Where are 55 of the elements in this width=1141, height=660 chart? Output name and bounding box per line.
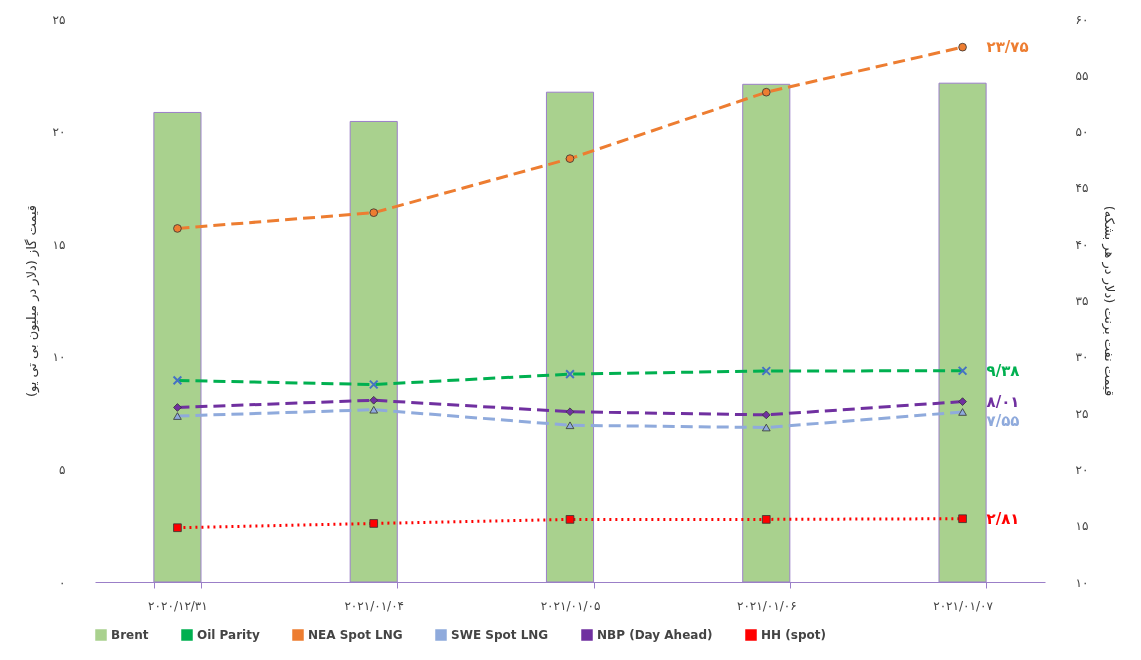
point xyxy=(762,515,771,524)
y-tick-label: ۲۵ xyxy=(52,12,66,27)
legend-label: NBP (Day Ahead) xyxy=(597,628,713,642)
legend-label: Brent xyxy=(111,628,149,642)
y2-tick-label: ۴۰ xyxy=(1075,237,1089,252)
y-tick-label: ۰ xyxy=(59,575,66,590)
legend-label: Oil Parity xyxy=(197,628,260,642)
y2-tick-label: ۶۰ xyxy=(1075,12,1089,27)
x-tick-label: ۲۰۲۱/۰۱/۰۷ xyxy=(933,598,994,613)
point xyxy=(565,515,575,524)
y2-axis-title: قیمت نفت برنت (دلار در هر بشکه) xyxy=(1101,205,1118,397)
point xyxy=(369,519,378,528)
y2-tick-label: ۳۰ xyxy=(1075,350,1089,365)
point xyxy=(762,423,771,432)
y-axis-title: قیمت گاز (دلار در میلیون بی تی یو) xyxy=(23,204,40,398)
point xyxy=(173,412,182,420)
x-tick-label: ۲۰۲۰/۱۲/۳۱ xyxy=(148,598,208,613)
y2-tick-label: ۵۵ xyxy=(1075,68,1089,83)
data-label: ۸/۰۱ xyxy=(986,392,1020,411)
point xyxy=(173,403,182,412)
point xyxy=(369,405,378,414)
point xyxy=(173,224,182,233)
y2-tick-label: ۲۰ xyxy=(1075,462,1089,477)
point xyxy=(958,514,967,523)
y-tick-label: ۲۰ xyxy=(52,125,66,140)
y-tick-label: ۱۰ xyxy=(52,350,66,365)
y2-tick-label: ۵۰ xyxy=(1075,125,1089,140)
y2-tick-label: ۱۰ xyxy=(1075,575,1089,590)
y2-tick-label: ۴۵ xyxy=(1075,181,1089,196)
x-tick-label: ۲۰۲۱/۰۱/۰۵ xyxy=(540,598,601,613)
y2-tick-label: ۳۵ xyxy=(1075,294,1089,308)
point xyxy=(173,523,182,532)
point xyxy=(958,397,967,406)
x-tick-label: ۲۰۲۱/۰۱/۰۴ xyxy=(344,598,405,613)
y-tick-label: ۵ xyxy=(59,462,66,477)
legend-label: HH (spot) xyxy=(761,628,826,642)
y2-tick-label: ۱۵ xyxy=(1075,519,1089,534)
data-label: ۲/۸۱ xyxy=(986,509,1020,528)
point xyxy=(958,42,967,52)
point xyxy=(369,208,378,217)
point xyxy=(565,154,575,163)
x-tick-label: ۲۰۲۱/۰۱/۰۶ xyxy=(736,598,797,613)
legend-label: SWE Spot LNG xyxy=(451,628,549,642)
point xyxy=(369,395,378,405)
legend-label: NEA Spot LNG xyxy=(308,628,403,642)
point xyxy=(565,407,575,417)
y-tick-label: ۱۵ xyxy=(52,237,66,252)
data-label: ۷/۵۵ xyxy=(986,411,1020,430)
data-label: ۹/۳۸ xyxy=(986,361,1020,380)
point xyxy=(762,410,771,420)
point xyxy=(762,87,771,97)
y2-tick-label: ۲۵ xyxy=(1075,406,1089,421)
point xyxy=(958,408,967,416)
point xyxy=(565,421,575,430)
data-label: ۲۳/۷۵ xyxy=(986,38,1029,57)
